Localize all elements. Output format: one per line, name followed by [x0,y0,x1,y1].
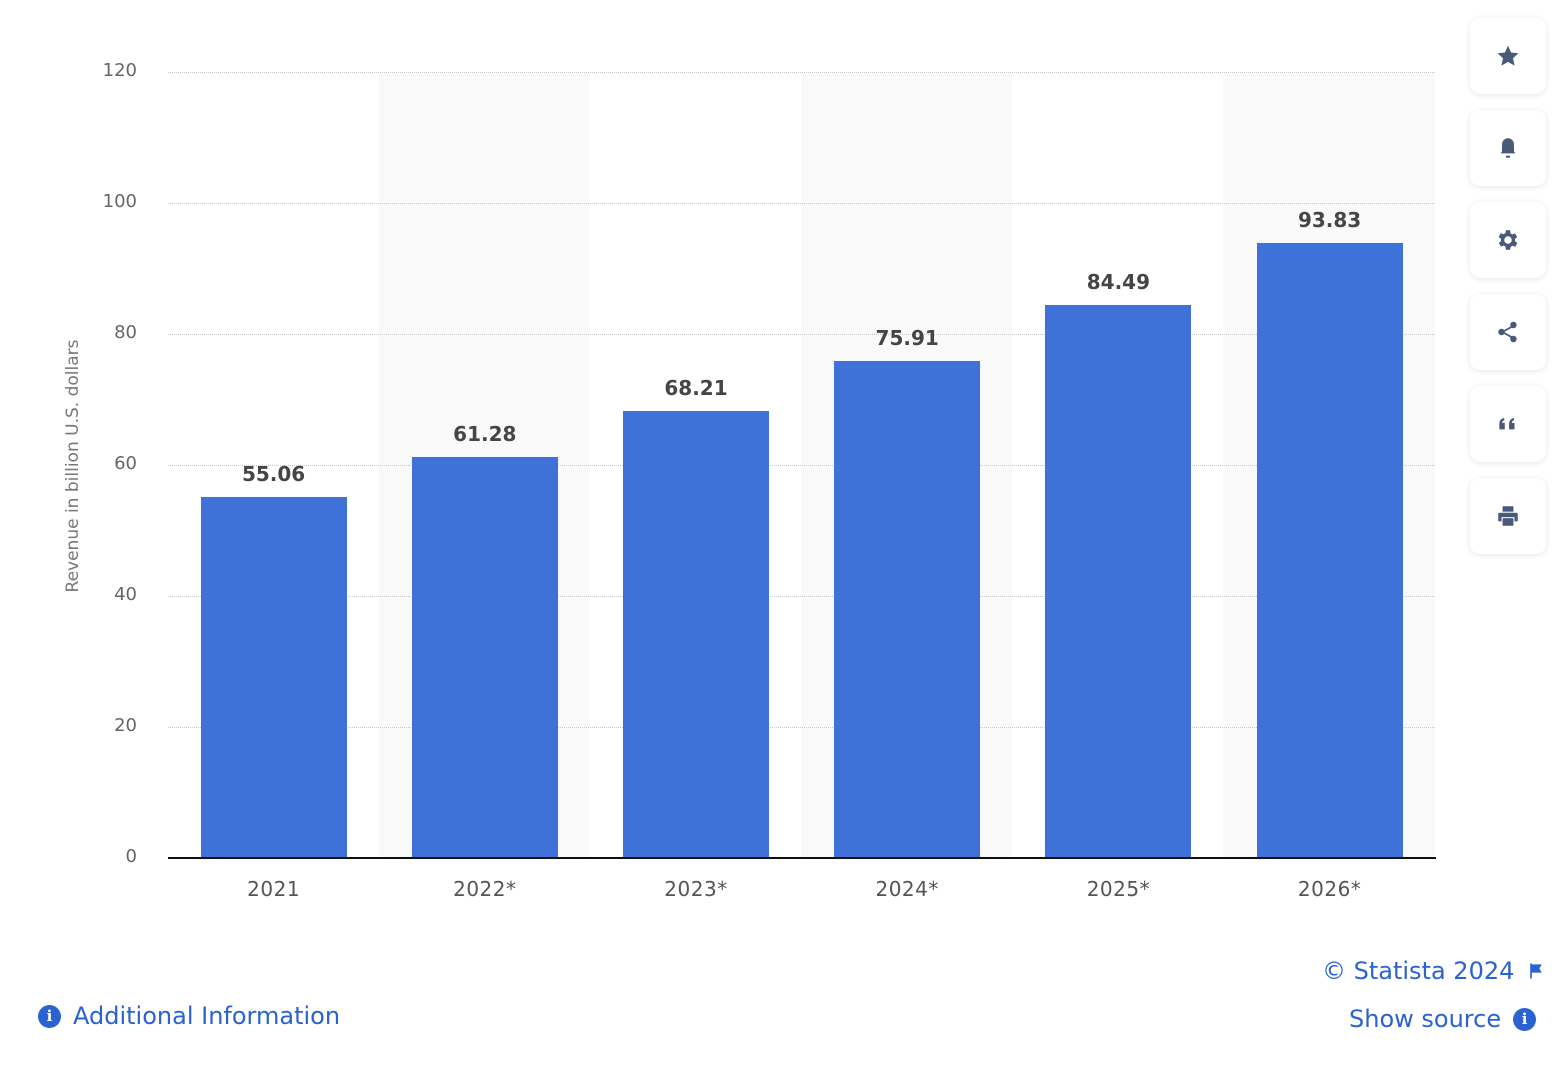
y-tick-label: 120 [102,60,137,81]
gridline [168,727,1435,728]
copyright-text: © Statista 2024 [1322,957,1515,985]
x-tick-label: 2022* [453,877,517,901]
show-source-text: Show source [1349,1005,1502,1033]
info-icon: i [38,1004,61,1028]
gridline [168,203,1435,204]
y-tick-label: 80 [114,322,137,343]
favorite-button[interactable] [1470,18,1546,94]
additional-information-text: Additional Information [73,1002,341,1030]
bar[interactable] [623,411,769,858]
gridline [168,334,1435,335]
info-icon: i [1513,1007,1537,1031]
share-icon [1498,321,1517,343]
star-icon [1497,45,1519,66]
y-tick-label: 100 [102,191,137,212]
y-axis-label: Revenue in billion U.S. dollars [63,339,83,593]
bar-chart: 120 100 80 60 40 20 0 Revenue in billion… [63,60,1436,901]
show-source-link[interactable]: Show source i [1349,1005,1537,1033]
x-axis-line [168,857,1436,859]
gridline [168,596,1435,597]
additional-information-link[interactable]: i Additional Information [38,1002,340,1030]
notification-button[interactable] [1470,110,1546,186]
gridline [168,72,1435,73]
x-tick-label: 2023* [664,877,728,901]
print-button[interactable] [1470,478,1546,554]
print-icon [1498,506,1518,526]
bar-value-label: 61.28 [453,421,517,446]
x-tick-label: 2025* [1086,877,1151,901]
gridline [168,465,1435,466]
bar-value-label: 93.83 [1297,208,1362,233]
bar-value-label: 84.49 [1086,269,1151,294]
bar-value-label: 55.06 [241,462,306,487]
bell-icon [1500,138,1516,158]
quote-icon [1499,418,1515,430]
x-tick-label: 2021 [247,877,301,901]
y-tick-label: 20 [114,715,137,736]
statista-copyright-link[interactable]: © Statista 2024 [1322,957,1546,985]
y-tick-label: 40 [114,584,137,605]
settings-button[interactable] [1470,202,1546,278]
x-tick-label: 2026* [1297,877,1362,901]
bar[interactable] [834,360,981,858]
share-button[interactable] [1470,294,1546,370]
gear-icon [1498,230,1518,250]
bar[interactable] [1045,304,1192,858]
y-tick-label: 0 [125,846,137,867]
flag-icon [1530,963,1543,979]
x-tick-label: 2024* [875,877,939,901]
bar[interactable] [1256,243,1403,858]
bar-value-label: 68.21 [664,376,728,401]
bar[interactable] [411,456,558,858]
cite-button[interactable] [1470,386,1546,462]
bar-value-label: 75.91 [875,325,939,350]
y-tick-label: 60 [114,453,137,474]
bar[interactable] [200,497,347,858]
